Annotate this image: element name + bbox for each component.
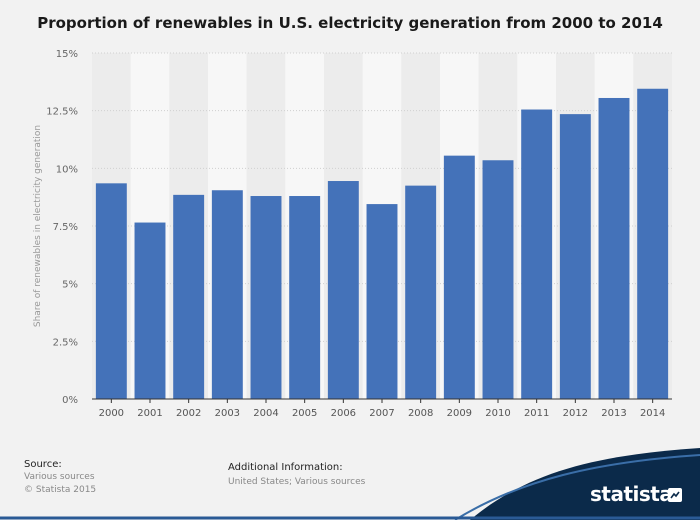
bar-2001[interactable] [134, 222, 166, 399]
bar-2014[interactable] [637, 88, 669, 400]
x-tick-label: 2010 [485, 408, 510, 419]
x-tick-label: 2002 [176, 408, 201, 419]
bar-2002[interactable] [173, 194, 205, 399]
bar-2005[interactable] [289, 196, 321, 399]
bar-2011[interactable] [521, 109, 553, 399]
x-tick-label: 2007 [369, 408, 394, 419]
x-tick-label: 2006 [331, 408, 356, 419]
footer-wave-accent [454, 454, 700, 520]
bar-2003[interactable] [211, 190, 243, 399]
y-axis-ticks: 0% 2.5% 5% 7.5% 10% 12.5% 15% [46, 49, 78, 406]
additional-info-label: Additional Information: [228, 462, 343, 473]
y-tick-label: 12.5% [46, 107, 78, 118]
y-tick-label: 2.5% [53, 337, 78, 348]
bar-2007[interactable] [366, 204, 398, 399]
source-block: Source: Various sources © Statista 2015 [24, 458, 96, 497]
y-tick-label: 5% [62, 280, 78, 291]
statista-logo-icon [668, 488, 682, 502]
y-tick-label: 0% [62, 395, 78, 406]
x-tick-label: 2013 [601, 408, 626, 419]
bars [95, 88, 669, 400]
x-tick-label: 2012 [563, 408, 588, 419]
x-tick-label: 2003 [215, 408, 240, 419]
additional-info-text: United States; Various sources [228, 477, 366, 487]
bar-2010[interactable] [482, 160, 514, 399]
statista-logo[interactable]: statista [590, 482, 673, 506]
y-tick-label: 7.5% [53, 222, 78, 233]
y-tick-label: 15% [56, 49, 78, 60]
bar-2012[interactable] [559, 114, 591, 400]
bar-2013[interactable] [598, 97, 630, 399]
y-axis-label: Share of renewables in electricity gener… [33, 125, 43, 327]
x-tick-label: 2011 [524, 408, 549, 419]
source-line-1: Various sources [24, 472, 95, 482]
bar-2000[interactable] [95, 183, 127, 399]
x-tick-label: 2000 [99, 408, 124, 419]
x-tick-label: 2009 [447, 408, 472, 419]
bar-2006[interactable] [327, 181, 359, 399]
source-line-2: © Statista 2015 [24, 485, 97, 495]
y-tick-label: 10% [56, 164, 78, 175]
x-tick-label: 2014 [640, 408, 665, 419]
bar-2009[interactable] [443, 155, 475, 399]
x-axis-ticks: 2000 2001 2002 2003 2004 2005 2006 2007 2008 2009… [99, 399, 665, 419]
chart-title: Proportion of renewables in U.S. electri… [37, 14, 663, 32]
x-tick-label: 2008 [408, 408, 433, 419]
source-label: Source: [24, 459, 62, 470]
x-tick-label: 2001 [137, 408, 162, 419]
x-tick-label: 2005 [292, 408, 317, 419]
bar-2008[interactable] [405, 185, 437, 399]
footer-wave [470, 448, 700, 520]
x-tick-label: 2004 [253, 408, 278, 419]
bar-2004[interactable] [250, 196, 282, 399]
additional-info-block: Additional Information: United States; V… [228, 460, 365, 490]
